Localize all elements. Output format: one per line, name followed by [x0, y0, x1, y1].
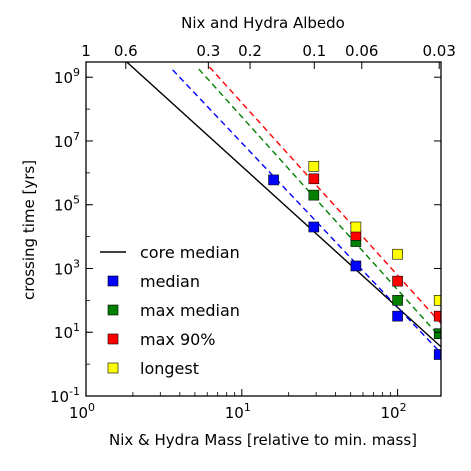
x-tick-label: 101 [225, 401, 251, 422]
legend-marker-max-90- [107, 333, 119, 345]
series-line-dashed-1 [172, 69, 441, 354]
top-tick-label: 0.6 [114, 42, 138, 60]
data-point-median [350, 260, 362, 272]
data-point-longest [350, 221, 362, 233]
legend: core median median max median max 90% longes… [100, 243, 240, 378]
y-tick-label: 10-1 [50, 385, 80, 406]
data-point-longest [392, 248, 403, 260]
data-point-max-median [433, 328, 441, 340]
data-point-max-90- [433, 310, 441, 322]
data-point-median [308, 221, 320, 233]
series-line-dashed-3 [208, 66, 441, 324]
legend-label-median: median [140, 272, 200, 291]
top-tick-label: 0.1 [302, 42, 326, 60]
data-point-median [392, 310, 403, 322]
top-tick-label: 0.2 [238, 42, 262, 60]
top-tick-label: 0.03 [422, 42, 455, 60]
top-tick-label: 1 [81, 42, 91, 60]
y-tick-label: 109 [54, 66, 80, 87]
top-tick-label: 0.06 [345, 42, 378, 60]
x-tick-label: 102 [381, 401, 407, 422]
data-point-longest [308, 161, 320, 172]
legend-marker-median [107, 275, 119, 287]
x-axis-label: Nix & Hydra Mass [relative to min. mass] [109, 431, 417, 449]
y-tick-label: 103 [54, 257, 80, 278]
legend-marker-longest [107, 362, 119, 374]
series-line-dashed-2 [198, 68, 441, 339]
y-axis-label: crossing time [yrs] [20, 160, 38, 300]
top-axis-label: Nix and Hydra Albedo [181, 14, 345, 32]
y-tick-label: 105 [54, 194, 80, 215]
data-point-max-90- [392, 275, 403, 287]
data-point-max-median [308, 189, 320, 201]
legend-label-max-90-: max 90% [140, 330, 216, 349]
legend-label-longest: longest [140, 359, 199, 378]
y-tick-label: 107 [54, 130, 80, 151]
data-point-max-median [392, 295, 403, 306]
legend-label-max-median: max median [140, 301, 240, 320]
legend-label-core-median: core median [140, 243, 240, 262]
data-point-median [433, 349, 441, 360]
data-marks [125, 62, 441, 360]
x-tick-label: 100 [69, 401, 95, 422]
plot-frame [85, 61, 442, 397]
data-point-longest [433, 295, 441, 306]
y-tick-label: 101 [54, 321, 80, 342]
series-line-core-median [125, 62, 441, 348]
data-point-median [268, 174, 279, 186]
top-tick-label: 0.3 [196, 42, 220, 60]
data-point-max-90- [308, 173, 320, 185]
legend-marker-max-median [107, 304, 119, 316]
